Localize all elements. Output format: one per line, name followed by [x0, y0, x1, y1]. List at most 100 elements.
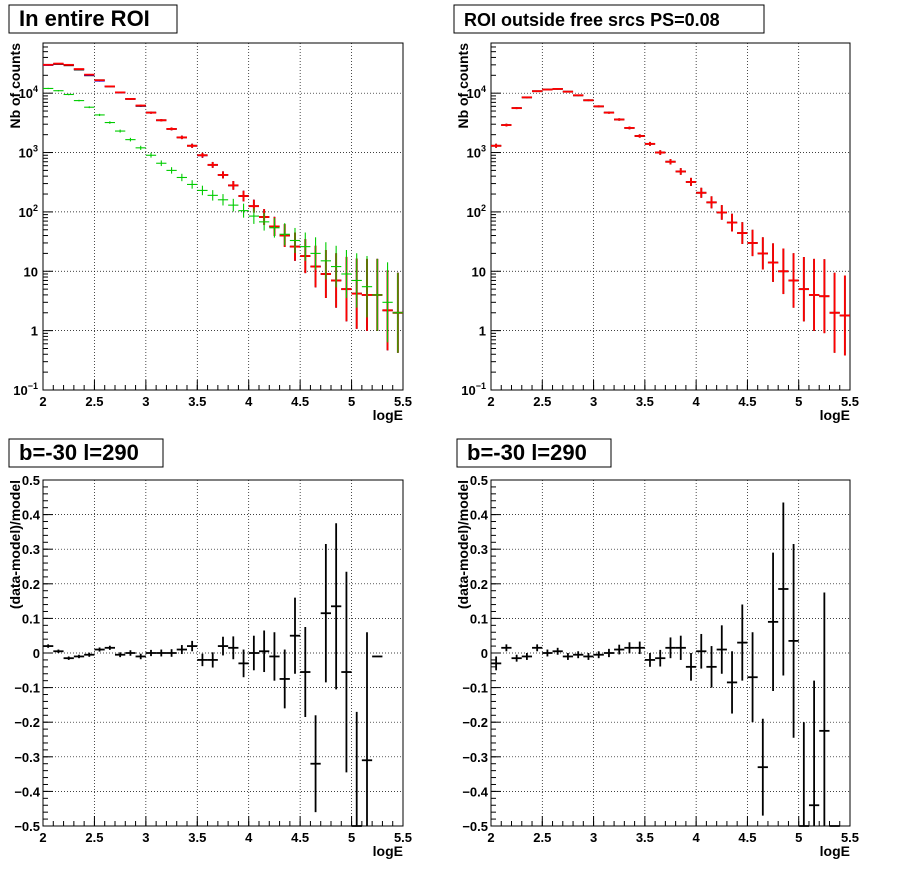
data-point: [310, 715, 321, 813]
data-point: [228, 181, 239, 190]
title-box: [456, 438, 612, 468]
y-axis-label: (data-model)/model: [455, 480, 471, 609]
data-point: [808, 258, 820, 331]
data-point: [706, 646, 717, 688]
data-point: [300, 232, 311, 261]
data-point: [593, 105, 604, 108]
data-point: [716, 205, 727, 220]
plot-frame: [490, 42, 851, 391]
data-point: [43, 644, 54, 648]
y-tick-label: 10−1: [13, 381, 38, 398]
x-tick-label: 3: [142, 394, 149, 409]
y-tick-base: 10: [467, 86, 481, 101]
data-point: [156, 160, 167, 167]
x-tick-label: 5.5: [841, 830, 859, 845]
data-point: [351, 711, 362, 827]
y-tick-label: 10−1: [461, 381, 486, 398]
title-box: [8, 438, 164, 468]
y-tick-base: 10: [467, 205, 481, 220]
data-point: [788, 544, 799, 738]
data-point: [634, 641, 645, 655]
y-tick-label: 103: [467, 144, 486, 161]
data-point: [757, 237, 768, 270]
x-tick-label: 2.5: [85, 394, 103, 409]
data-point: [573, 651, 584, 659]
data-point: [361, 632, 373, 826]
data-point: [207, 190, 218, 201]
data-point: [197, 653, 208, 667]
x-tick-label: 5.5: [394, 394, 412, 409]
y-tick-exponent: 3: [33, 144, 38, 154]
data-point: [542, 649, 553, 657]
data-point: [176, 173, 187, 182]
data-point: [331, 523, 342, 690]
x-axis-label: logE: [820, 407, 850, 423]
y-tick-label: 0.3: [22, 542, 40, 557]
y-tick-label: 0.5: [470, 473, 488, 488]
y-tick-exponent: 2: [481, 203, 486, 213]
data-point: [238, 203, 249, 218]
data-series-2: [491, 88, 850, 356]
data-point: [207, 652, 218, 668]
data-point: [135, 145, 146, 150]
data-point: [655, 649, 666, 667]
data-point: [310, 237, 321, 270]
x-axis-label: logE: [820, 843, 850, 859]
data-point: [269, 217, 280, 238]
data-point: [675, 168, 686, 175]
y-tick-label: 104: [19, 84, 38, 101]
data-point: [603, 111, 615, 114]
data-point: [63, 656, 74, 660]
y-tick-exponent: 3: [481, 144, 486, 154]
data-point: [320, 242, 331, 280]
title-box: [453, 4, 765, 34]
data-point: [84, 106, 95, 109]
y-tick-label: 0.1: [470, 611, 488, 626]
data-point: [521, 653, 533, 660]
y-tick-label: 1: [479, 324, 486, 339]
data-point: [166, 127, 177, 131]
data-point: [217, 171, 229, 179]
data-point: [511, 107, 522, 110]
data-point: [737, 222, 748, 244]
data-point: [542, 88, 553, 91]
x-tick-label: 2: [487, 394, 494, 409]
data-point: [187, 143, 198, 148]
data-point: [228, 198, 239, 212]
data-point: [125, 98, 136, 100]
data-point: [238, 190, 249, 202]
x-tick-label: 5.5: [841, 394, 859, 409]
data-series-1: [491, 502, 840, 827]
data-point: [269, 632, 280, 681]
y-tick-exponent: 4: [481, 84, 486, 94]
x-tick-label: 3.5: [636, 394, 654, 409]
data-point: [104, 645, 115, 650]
data-point: [747, 229, 758, 257]
chart-title: b=-30 l=290: [467, 440, 587, 465]
chart-title: b=-30 l=290: [19, 440, 139, 465]
data-point: [593, 651, 604, 659]
data-point: [716, 625, 727, 674]
data-point: [583, 99, 594, 102]
y-tick-label: 0.5: [22, 473, 40, 488]
data-point: [583, 653, 594, 660]
y-tick-exponent: −1: [28, 381, 38, 391]
y-tick-label: 102: [19, 203, 38, 220]
x-tick-label: 3.5: [636, 830, 654, 845]
data-point: [614, 644, 625, 655]
data-point: [104, 121, 115, 124]
data-point: [94, 79, 105, 82]
data-point: [238, 649, 249, 678]
data-point: [614, 118, 625, 121]
data-point: [655, 150, 666, 155]
data-point: [767, 552, 779, 692]
data-point: [562, 653, 574, 660]
y-tick-base: 10: [19, 86, 33, 101]
x-tick-label: 3.5: [188, 394, 206, 409]
data-point: [156, 649, 167, 657]
data-point: [125, 137, 136, 142]
y-tick-label: −0.2: [14, 715, 40, 730]
data-point: [320, 544, 331, 683]
plot-frame: [42, 42, 404, 391]
